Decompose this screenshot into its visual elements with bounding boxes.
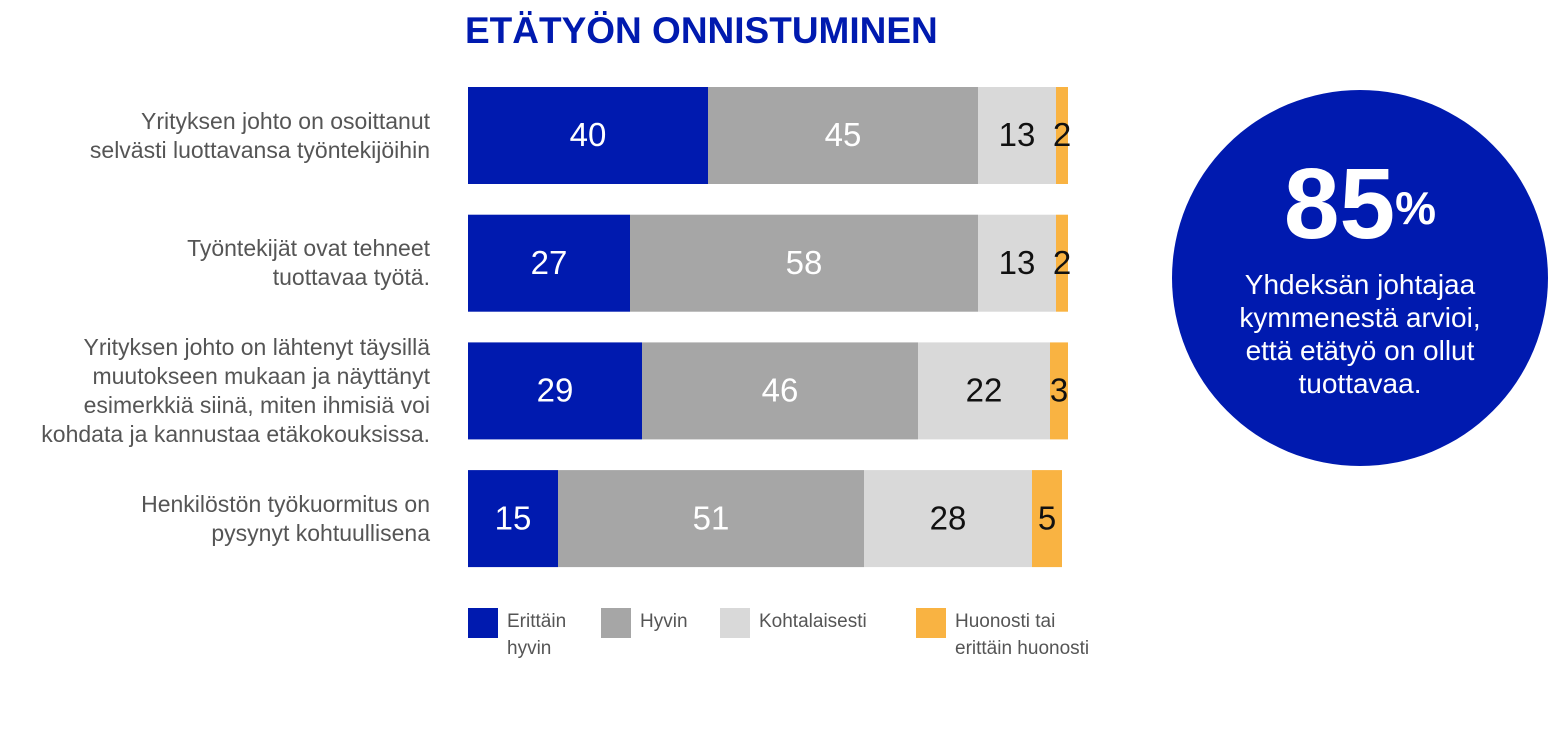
chart-title: ETÄTYÖN ONNISTUMINEN bbox=[465, 10, 938, 51]
callout-text: Yhdeksän johtajaa kymmenestä arvioi, ett… bbox=[1239, 269, 1481, 399]
value-label: 58 bbox=[786, 244, 823, 281]
value-label: 3 bbox=[1050, 372, 1068, 409]
bar-segment bbox=[468, 214, 630, 312]
value-label: 15 bbox=[495, 499, 532, 536]
bar-segment bbox=[1032, 470, 1062, 568]
bar-segment bbox=[708, 87, 978, 184]
bar-segment bbox=[642, 342, 918, 440]
bar-segment bbox=[1050, 342, 1068, 440]
value-label: 22 bbox=[966, 372, 1003, 409]
bar-segment bbox=[558, 470, 864, 568]
bar-segment bbox=[978, 214, 1056, 312]
bar-segment bbox=[630, 214, 978, 312]
value-label: 27 bbox=[531, 244, 568, 281]
category-label: Henkilöstön työkuormitus on pysynyt koht… bbox=[141, 490, 430, 546]
legend-swatch bbox=[468, 608, 498, 638]
legend-label: Erittäin hyvin bbox=[507, 611, 567, 659]
value-label: 2 bbox=[1053, 244, 1071, 281]
legend-label: Huonosti tai erittäin huonosti bbox=[955, 611, 1090, 659]
legend-label: Hyvin bbox=[640, 611, 688, 632]
callout-number: 85 bbox=[1284, 148, 1395, 260]
bar-segment bbox=[1056, 87, 1068, 184]
value-label: 13 bbox=[999, 244, 1036, 281]
value-label: 51 bbox=[693, 499, 730, 536]
callout-number-group: 85% bbox=[1284, 148, 1436, 260]
value-label: 29 bbox=[537, 372, 574, 409]
legend-label: Kohtalaisesti bbox=[759, 611, 867, 632]
value-label: 2 bbox=[1053, 116, 1071, 153]
value-label: 45 bbox=[825, 116, 862, 153]
bar-segment bbox=[468, 470, 558, 568]
legend-swatch bbox=[601, 608, 631, 638]
value-label: 40 bbox=[570, 116, 607, 153]
bar-segment bbox=[1056, 214, 1068, 312]
value-label: 28 bbox=[930, 499, 967, 536]
category-label: Yrityksen johto on osoittanut selvästi l… bbox=[89, 107, 430, 163]
bar-segment bbox=[864, 470, 1032, 568]
legend-swatch bbox=[916, 608, 946, 638]
category-label: Työntekijät ovat tehneet tuottavaa työtä… bbox=[187, 235, 430, 291]
bar-segment bbox=[978, 87, 1056, 184]
bar-segment bbox=[468, 342, 642, 440]
bar-segment bbox=[918, 342, 1050, 440]
legend-swatch bbox=[720, 608, 750, 638]
value-label: 5 bbox=[1038, 499, 1056, 536]
category-label: Yrityksen johto on lähtenyt täysillä muu… bbox=[41, 333, 430, 447]
callout-unit: % bbox=[1395, 182, 1436, 234]
callout-circle bbox=[1172, 90, 1548, 466]
bar-segment bbox=[468, 87, 708, 184]
value-label: 46 bbox=[762, 372, 799, 409]
value-label: 13 bbox=[999, 116, 1036, 153]
